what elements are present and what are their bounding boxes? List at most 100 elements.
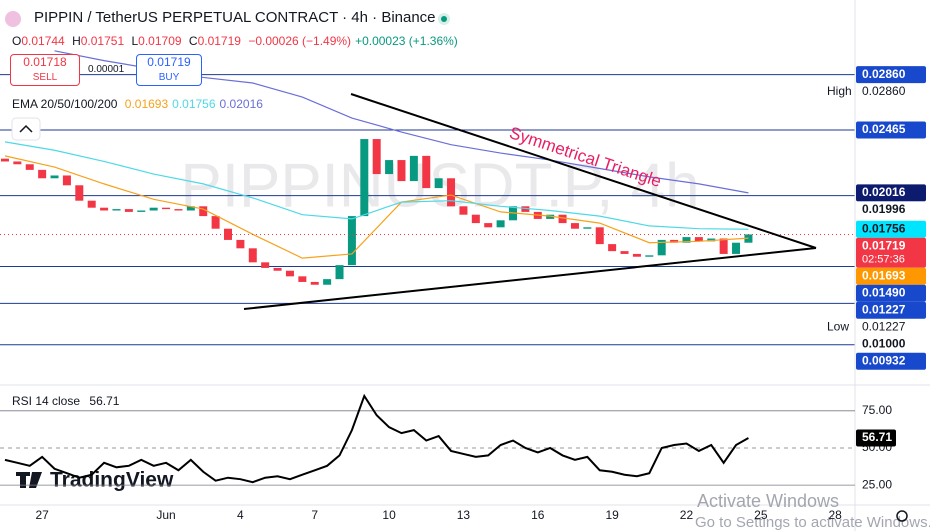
candle-body <box>608 244 617 252</box>
price-tag <box>856 301 926 319</box>
candle-body <box>347 216 356 266</box>
sell-price: 0.01718 <box>23 55 67 69</box>
candle-body <box>496 220 505 228</box>
logo: TradingView <box>50 469 174 492</box>
buy-price: 0.01719 <box>147 55 191 69</box>
y-tick-label: 25.00 <box>862 477 892 491</box>
sell-label: SELL <box>32 72 58 83</box>
candle-body <box>422 155 431 189</box>
candle-body <box>670 239 679 243</box>
price-tag-label: 0.01996 <box>862 202 906 216</box>
candle-body <box>199 206 208 217</box>
candle-body <box>409 155 418 182</box>
change: −0.00026 (−1.49%) <box>248 34 352 48</box>
ema-legend-value: 0.01756 <box>172 97 216 111</box>
price-tag-label: 0.02016 <box>862 185 906 199</box>
ema-legend-value: 0.01693 <box>124 97 169 111</box>
candle-body <box>434 178 443 189</box>
candle-body <box>521 206 530 212</box>
x-tick-label: 13 <box>457 508 471 522</box>
candle-body <box>87 200 96 208</box>
candle-body <box>211 216 220 229</box>
candle-body <box>248 248 257 263</box>
price-tag-label: 0.00932 <box>862 353 906 367</box>
countdown: 02:57:36 <box>862 254 905 266</box>
x-tick-label: 7 <box>311 508 318 522</box>
symbol-icon <box>5 11 21 27</box>
y-tick-label: 75.00 <box>862 403 892 417</box>
price-tag-label: 0.01756 <box>862 221 906 235</box>
collapse-icon <box>19 124 33 133</box>
candle-body <box>732 242 741 254</box>
candle-body <box>546 214 555 219</box>
low-label: Low <box>827 319 849 333</box>
candle-body <box>261 262 270 268</box>
change-extended: +0.00023 (+1.36%) <box>355 34 458 48</box>
candle-body <box>484 223 493 228</box>
candle-body <box>13 161 22 165</box>
x-tick-label: Jun <box>156 508 175 522</box>
ohlc-key: H <box>72 34 81 48</box>
candle-body <box>645 255 654 257</box>
settings-icon[interactable] <box>896 510 908 522</box>
price-tag <box>856 352 926 370</box>
candle-body <box>38 169 47 179</box>
price-tag-label: 0.01227 <box>862 302 906 316</box>
ohlc-key: L <box>131 34 139 48</box>
candle-body <box>397 160 406 182</box>
price-tag-label: 0.01693 <box>862 268 906 282</box>
sell-button[interactable]: 0.01718 SELL <box>10 54 80 86</box>
rsi-value: 56.71 <box>89 394 120 408</box>
os-notice-text: Go to Settings to activate Windows. <box>695 514 930 531</box>
x-tick-label: 27 <box>35 508 49 522</box>
low-label-box <box>823 318 854 336</box>
price-tag-label: 0.02860 <box>862 67 906 81</box>
candle-body <box>298 276 307 282</box>
candle-body <box>471 214 480 224</box>
x-tick-label: 4 <box>237 508 244 522</box>
candle-body <box>632 253 641 257</box>
rsi-tag-label: 56.71 <box>862 430 892 444</box>
candle-body <box>112 209 121 211</box>
candle-body <box>595 227 604 245</box>
candle-body <box>149 207 158 211</box>
candle-body <box>62 175 71 186</box>
ema-line <box>4 141 749 230</box>
rsi-legend: RSI 14 close 56.71 <box>12 394 119 408</box>
candle-body <box>719 238 728 254</box>
candle-body <box>137 210 146 212</box>
candle-body <box>75 185 84 201</box>
price-tag-label: 0.01490 <box>862 285 906 299</box>
ema-legend: EMA 20/50/100/200 0.01693 0.01756 0.02016 <box>12 97 263 111</box>
x-tick-label: 10 <box>382 508 396 522</box>
rsi-tag <box>856 429 896 447</box>
price-tag <box>856 184 926 202</box>
price-tag-label: 0.01000 <box>862 336 906 350</box>
ohlc-value: 0.01719 <box>197 34 241 48</box>
rsi-title: RSI 14 close <box>12 394 81 408</box>
price-tag <box>856 121 926 139</box>
candle-body <box>657 239 666 256</box>
buy-button[interactable]: 0.01719 BUY <box>136 54 202 86</box>
candle-body <box>323 279 332 285</box>
ohlc-value: 0.01751 <box>80 34 125 48</box>
candle-body <box>360 139 369 217</box>
high-label: High <box>827 84 852 98</box>
ohlc-key: O <box>12 34 22 48</box>
rsi-line <box>4 393 749 484</box>
candle-body <box>50 175 59 179</box>
collapse-button[interactable] <box>11 117 41 141</box>
candle-body <box>174 209 183 211</box>
trendline <box>350 93 817 249</box>
high-value: 0.02860 <box>862 84 906 98</box>
candle-body <box>385 160 394 175</box>
price-tag <box>856 284 926 302</box>
ohlc-value: 0.01709 <box>138 34 182 48</box>
price-tag <box>856 66 926 84</box>
high-label-box <box>823 83 854 101</box>
ema-line <box>4 155 749 259</box>
price-tag-label: 0.02465 <box>862 122 906 136</box>
candle-body <box>620 251 629 254</box>
